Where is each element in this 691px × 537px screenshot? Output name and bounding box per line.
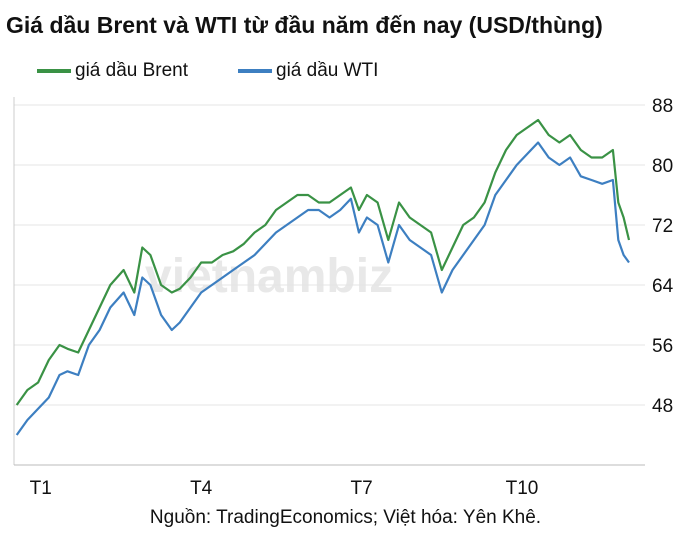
series-line-wti <box>15 141 630 436</box>
y-tick-label: 88 <box>652 96 673 117</box>
legend-label-brent: giá dầu Brent <box>75 60 189 81</box>
legend-swatch-wti <box>238 68 272 73</box>
y-tick-label: 72 <box>652 216 673 237</box>
legend-item-wti: giá dầu WTI <box>238 60 378 82</box>
y-tick-label: 48 <box>652 396 673 417</box>
watermark: vietnambiz <box>145 250 393 303</box>
y-tick-label: 56 <box>652 336 673 357</box>
x-tick-label: T1 <box>30 478 52 499</box>
legend-item-brent: giá dầu Brent <box>37 60 188 82</box>
y-tick-label: 64 <box>652 276 674 297</box>
series-line-brent <box>15 118 631 406</box>
source-note: Nguồn: TradingEconomics; Việt hóa: Yên K… <box>149 507 542 528</box>
chart-title: Giá dầu Brent và WTI từ đầu năm đến nay … <box>6 12 603 38</box>
x-tick-label: T10 <box>506 478 539 499</box>
legend-swatch-brent <box>37 68 71 73</box>
x-tick-label: T4 <box>190 478 213 499</box>
y-tick-label: 80 <box>652 156 673 177</box>
x-tick-label: T7 <box>350 478 372 499</box>
legend-label-wti: giá dầu WTI <box>276 60 379 81</box>
